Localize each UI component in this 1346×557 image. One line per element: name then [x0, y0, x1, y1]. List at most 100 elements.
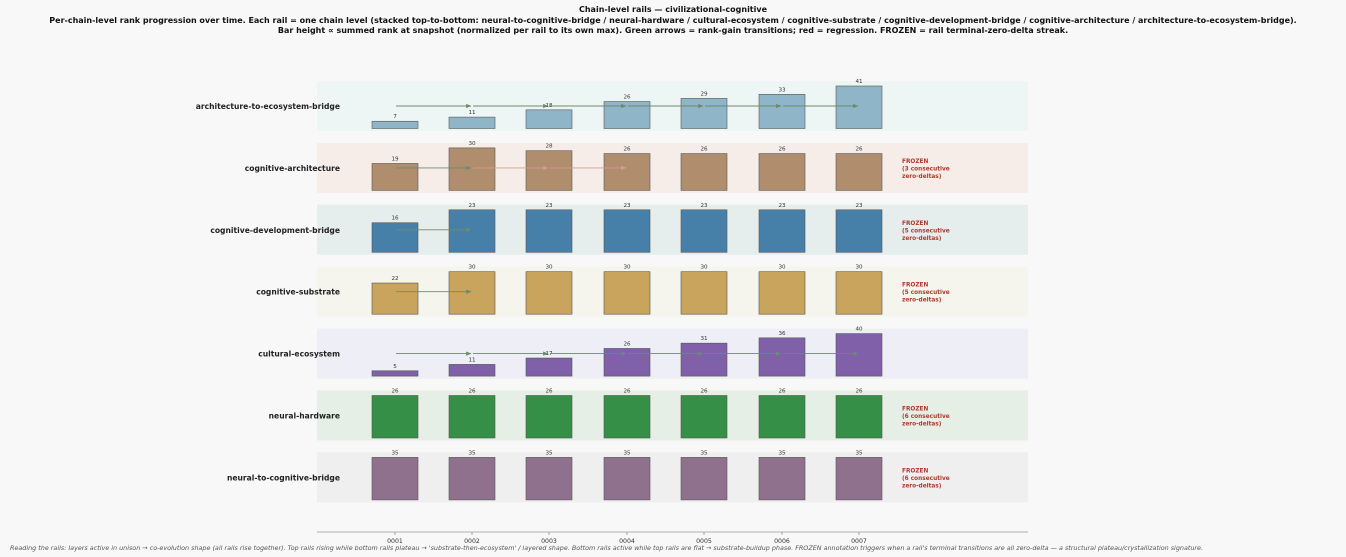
bar — [371, 120, 419, 129]
bar — [680, 342, 728, 377]
bar — [448, 147, 496, 191]
bar-value-label: 26 — [778, 147, 786, 153]
bar — [371, 370, 419, 377]
frozen-annotation: FROZEN — [902, 407, 929, 413]
bar-value-label: 26 — [545, 389, 553, 395]
rail-label: cultural-ecosystem — [258, 350, 340, 359]
bar — [448, 364, 496, 377]
bar — [371, 282, 419, 315]
bar-value-label: 26 — [468, 389, 476, 395]
bar — [371, 395, 419, 439]
frozen-annotation: (5 consecutive — [902, 228, 950, 234]
bar — [758, 271, 806, 315]
bar — [680, 271, 728, 315]
bar-value-label: 30 — [623, 265, 631, 271]
bar-value-label: 19 — [391, 156, 399, 162]
bar-value-label: 11 — [468, 357, 476, 363]
bar — [603, 395, 651, 439]
bar-value-label: 23 — [700, 203, 708, 209]
bar-value-label: 35 — [468, 450, 476, 456]
bar-value-label: 7 — [393, 114, 397, 120]
bar — [525, 209, 573, 253]
bar-value-label: 40 — [855, 327, 863, 333]
bar-value-label: 16 — [391, 216, 399, 222]
bar-value-label: 17 — [545, 351, 553, 357]
rail-band — [317, 452, 1028, 503]
bar — [448, 457, 496, 501]
bar-value-label: 35 — [855, 450, 863, 456]
rail-label: cognitive-substrate — [256, 288, 340, 297]
bar — [448, 271, 496, 315]
bar-value-label: 35 — [545, 450, 553, 456]
bar — [758, 395, 806, 439]
title-line-3: Bar height ∝ summed rank at snapshot (no… — [277, 26, 1069, 35]
bar — [835, 85, 883, 129]
frozen-annotation: zero-deltas) — [902, 236, 942, 242]
bar — [758, 93, 806, 129]
bar — [680, 98, 728, 129]
bar-value-label: 35 — [700, 450, 708, 456]
bar-value-label: 26 — [623, 341, 631, 347]
bar — [371, 457, 419, 501]
bar-value-label: 23 — [468, 203, 476, 209]
bar — [835, 153, 883, 191]
bar-value-label: 26 — [623, 95, 631, 101]
bar-value-label: 18 — [545, 103, 553, 109]
frozen-annotation: FROZEN — [902, 159, 929, 165]
bar-value-label: 23 — [623, 203, 631, 209]
x-tick-label: 0002 — [464, 538, 480, 545]
frozen-annotation: FROZEN — [902, 468, 929, 474]
rail-label: architecture-to-ecosystem-bridge — [196, 102, 340, 111]
rail-label: cognitive-architecture — [245, 164, 340, 173]
bar — [525, 395, 573, 439]
bar — [835, 333, 883, 377]
title-line-1: Chain-level rails — civilizational-cogni… — [578, 5, 768, 14]
bar-value-label: 35 — [778, 450, 786, 456]
frozen-annotation: (6 consecutive — [902, 414, 950, 420]
bar — [603, 348, 651, 377]
bar — [525, 150, 573, 191]
bar — [680, 457, 728, 501]
bar — [680, 395, 728, 439]
bar — [758, 457, 806, 501]
bar — [525, 357, 573, 377]
bar-value-label: 26 — [700, 147, 708, 153]
bar — [525, 271, 573, 315]
bar-value-label: 23 — [545, 203, 553, 209]
footer-note: Reading the rails: layers active in unis… — [10, 544, 1204, 552]
bar — [758, 153, 806, 191]
bar-value-label: 28 — [545, 144, 553, 150]
bar — [835, 457, 883, 501]
bar-value-label: 41 — [855, 79, 863, 85]
rail-label: neural-to-cognitive-bridge — [227, 473, 340, 482]
bar — [525, 109, 573, 129]
frozen-annotation: FROZEN — [902, 283, 929, 289]
bar-value-label: 33 — [778, 87, 786, 93]
bar — [835, 395, 883, 439]
x-tick-label: 0005 — [696, 538, 712, 545]
frozen-annotation: zero-deltas) — [902, 298, 942, 304]
bar-value-label: 30 — [855, 265, 863, 271]
frozen-annotation: FROZEN — [902, 221, 929, 227]
bar-value-label: 22 — [391, 276, 398, 282]
bar-value-label: 11 — [468, 110, 476, 116]
bar-value-label: 26 — [623, 147, 631, 153]
bar — [680, 209, 728, 253]
x-tick-label: 0001 — [387, 538, 403, 545]
bar-value-label: 30 — [778, 265, 786, 271]
bar — [448, 209, 496, 253]
bar-value-label: 30 — [700, 265, 708, 271]
x-tick-label: 0006 — [774, 538, 790, 545]
rail-label: cognitive-development-bridge — [210, 226, 340, 235]
bar-value-label: 31 — [700, 336, 708, 342]
bar — [525, 457, 573, 501]
bar-value-label: 26 — [855, 147, 863, 153]
frozen-annotation: (5 consecutive — [902, 290, 950, 296]
bar-value-label: 30 — [468, 141, 476, 147]
bar — [371, 222, 419, 253]
bar-value-label: 35 — [391, 450, 399, 456]
chart-title: Chain-level rails — civilizational-cogni… — [0, 5, 1346, 37]
bar — [680, 153, 728, 191]
frozen-annotation: zero-deltas) — [902, 174, 942, 180]
